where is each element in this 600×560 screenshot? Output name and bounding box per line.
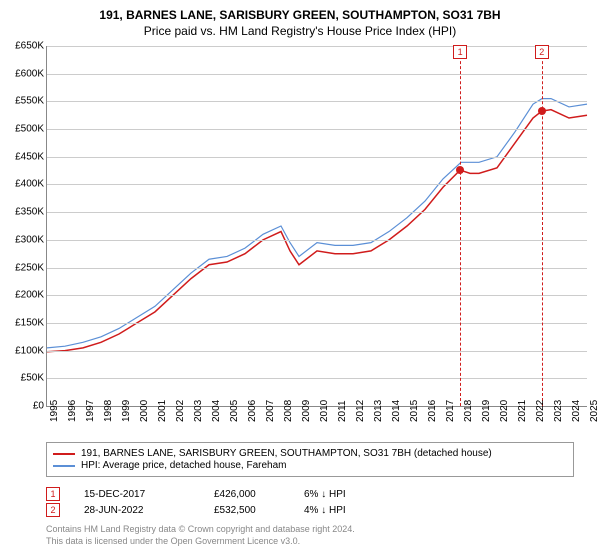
y-tick-label: £450K (4, 151, 44, 162)
sale-pct: 4% ↓ HPI (304, 505, 374, 516)
sale-pct: 6% ↓ HPI (304, 489, 374, 500)
x-tick-label: 2007 (265, 400, 276, 422)
y-tick-label: £200K (4, 290, 44, 301)
y-tick-label: £500K (4, 124, 44, 135)
x-tick-label: 2000 (139, 400, 150, 422)
x-tick-label: 2021 (517, 400, 528, 422)
sale-marker-badge: 2 (535, 45, 549, 59)
gridline (47, 46, 587, 47)
x-tick-label: 2019 (481, 400, 492, 422)
sale-marker-line (542, 46, 543, 406)
x-tick-label: 2016 (427, 400, 438, 422)
x-tick-label: 2011 (337, 400, 348, 422)
x-tick-label: 2014 (391, 400, 402, 422)
sale-marker-dot (538, 107, 546, 115)
sale-marker-badge: 1 (453, 45, 467, 59)
x-tick-label: 1998 (103, 400, 114, 422)
title-sub: Price paid vs. HM Land Registry's House … (0, 24, 600, 38)
x-tick-label: 2020 (499, 400, 510, 422)
legend-label: 191, BARNES LANE, SARISBURY GREEN, SOUTH… (81, 448, 492, 459)
y-tick-label: £650K (4, 41, 44, 52)
gridline (47, 212, 587, 213)
sale-price: £532,500 (214, 505, 304, 516)
y-tick-label: £100K (4, 345, 44, 356)
sale-pct-value: 4% (304, 505, 318, 516)
y-tick-label: £150K (4, 317, 44, 328)
x-tick-label: 2017 (445, 400, 456, 422)
x-tick-label: 2012 (355, 400, 366, 422)
gridline (47, 74, 587, 75)
x-tick-label: 2001 (157, 400, 168, 422)
y-tick-label: £550K (4, 96, 44, 107)
x-tick-label: 2006 (247, 400, 258, 422)
legend-item: HPI: Average price, detached house, Fare… (53, 460, 567, 471)
sale-price: £426,000 (214, 489, 304, 500)
x-tick-label: 1996 (67, 400, 78, 422)
legend-box: 191, BARNES LANE, SARISBURY GREEN, SOUTH… (46, 442, 574, 477)
x-tick-label: 2015 (409, 400, 420, 422)
x-tick-label: 2024 (571, 400, 582, 422)
gridline (47, 268, 587, 269)
x-tick-label: 1997 (85, 400, 96, 422)
gridline (47, 101, 587, 102)
sale-marker-icon: 1 (46, 487, 60, 501)
sales-row: 1 15-DEC-2017 £426,000 6% ↓ HPI (46, 486, 374, 502)
sales-table: 1 15-DEC-2017 £426,000 6% ↓ HPI 2 28-JUN… (46, 486, 374, 518)
x-tick-label: 2013 (373, 400, 384, 422)
y-tick-label: £400K (4, 179, 44, 190)
footer-line: This data is licensed under the Open Gov… (46, 536, 355, 548)
gridline (47, 240, 587, 241)
sale-marker-line (460, 46, 461, 406)
sale-date: 15-DEC-2017 (84, 489, 214, 500)
title-main: 191, BARNES LANE, SARISBURY GREEN, SOUTH… (0, 8, 600, 22)
x-tick-label: 2009 (301, 400, 312, 422)
title-block: 191, BARNES LANE, SARISBURY GREEN, SOUTH… (0, 0, 600, 38)
y-tick-label: £350K (4, 207, 44, 218)
chart-container: 191, BARNES LANE, SARISBURY GREEN, SOUTH… (0, 0, 600, 560)
gridline (47, 295, 587, 296)
legend-swatch (53, 465, 75, 467)
x-tick-label: 2023 (553, 400, 564, 422)
series-line (47, 99, 587, 348)
sale-vs-label: HPI (329, 489, 346, 500)
x-tick-label: 2004 (211, 400, 222, 422)
legend-label: HPI: Average price, detached house, Fare… (81, 460, 287, 471)
down-arrow-icon: ↓ (321, 489, 326, 500)
x-tick-label: 2005 (229, 400, 240, 422)
x-tick-label: 2003 (193, 400, 204, 422)
x-tick-label: 2010 (319, 400, 330, 422)
footer-line: Contains HM Land Registry data © Crown c… (46, 524, 355, 536)
sale-marker-dot (456, 166, 464, 174)
gridline (47, 378, 587, 379)
down-arrow-icon: ↓ (321, 505, 326, 516)
chart-plot-area: 12 (46, 46, 587, 407)
x-tick-label: 2025 (589, 400, 600, 422)
sale-date: 28-JUN-2022 (84, 505, 214, 516)
x-tick-label: 2022 (535, 400, 546, 422)
y-tick-label: £600K (4, 68, 44, 79)
x-tick-label: 2008 (283, 400, 294, 422)
gridline (47, 351, 587, 352)
sale-marker-icon: 2 (46, 503, 60, 517)
sale-pct-value: 6% (304, 489, 318, 500)
y-tick-label: £250K (4, 262, 44, 273)
gridline (47, 184, 587, 185)
legend-swatch (53, 453, 75, 455)
sale-vs-label: HPI (329, 505, 346, 516)
chart-lines-svg (47, 46, 587, 406)
gridline (47, 323, 587, 324)
series-line (47, 110, 587, 352)
x-tick-label: 1999 (121, 400, 132, 422)
x-tick-label: 2018 (463, 400, 474, 422)
y-tick-label: £0 (4, 401, 44, 412)
y-tick-label: £300K (4, 234, 44, 245)
y-tick-label: £50K (4, 373, 44, 384)
x-tick-label: 1995 (49, 400, 60, 422)
x-tick-label: 2002 (175, 400, 186, 422)
gridline (47, 129, 587, 130)
legend-item: 191, BARNES LANE, SARISBURY GREEN, SOUTH… (53, 448, 567, 459)
gridline (47, 157, 587, 158)
sales-row: 2 28-JUN-2022 £532,500 4% ↓ HPI (46, 502, 374, 518)
footer-attribution: Contains HM Land Registry data © Crown c… (46, 524, 355, 547)
